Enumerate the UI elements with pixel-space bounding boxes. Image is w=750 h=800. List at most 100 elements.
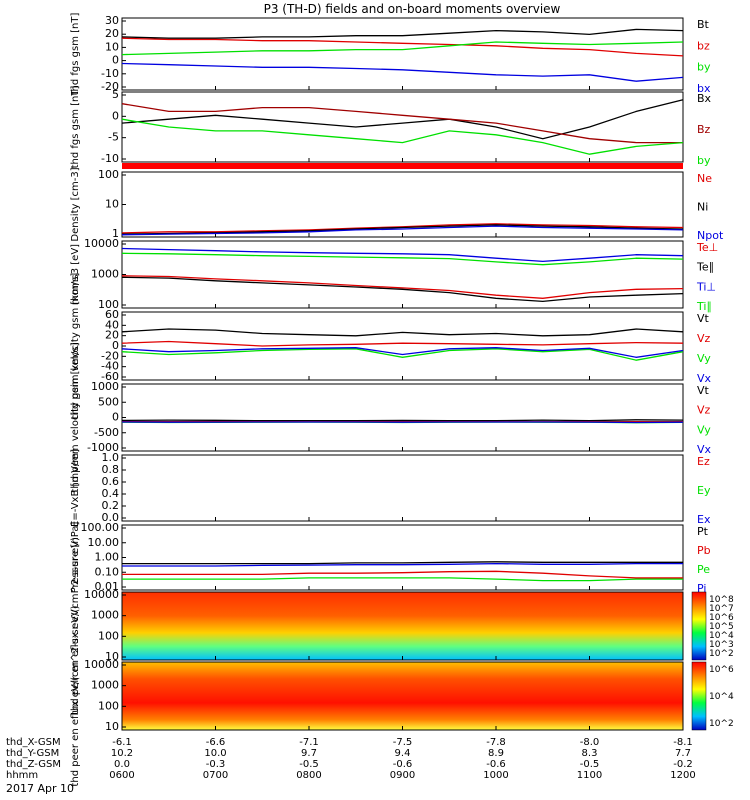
axis-row-value: 0.0 bbox=[114, 759, 130, 770]
legend-entry: Vx bbox=[697, 372, 712, 385]
series-line-Ne bbox=[121, 223, 684, 234]
series-line-by bbox=[121, 118, 684, 155]
y-tick-label: 0 bbox=[112, 109, 119, 122]
axis-row-value: 10.0 bbox=[204, 748, 226, 759]
y-axis-label: moms3 [eV] bbox=[70, 244, 81, 305]
series-line-Vz bbox=[121, 340, 684, 347]
legend-entry: Vz bbox=[697, 404, 711, 417]
axis-row-value: 0800 bbox=[296, 770, 321, 781]
axis-row-value: -6.1 bbox=[112, 737, 132, 748]
legend-entry: Vz bbox=[697, 332, 711, 345]
axis-row-value: -0.3 bbox=[206, 759, 226, 770]
y-tick-label: 10 bbox=[105, 40, 119, 53]
legend-entry: bx bbox=[697, 82, 711, 95]
colorbar-tick-label: 10^2 bbox=[709, 719, 734, 729]
axis-row-value: 1200 bbox=[670, 770, 695, 781]
spectrogram bbox=[122, 662, 683, 730]
colorbar bbox=[691, 591, 707, 661]
series-line-Pi bbox=[122, 562, 683, 567]
axis-row-value: -8.0 bbox=[580, 737, 600, 748]
legend-entry: by bbox=[697, 61, 711, 74]
time-axis-block: thd_X-GSM -6.1 -6.6 -7.1 -7.5 -7.8 -8.0 -8.1 thd… bbox=[6, 737, 696, 781]
panel-frame bbox=[121, 311, 684, 381]
axis-row-value: 1100 bbox=[577, 770, 602, 781]
y-tick-label: 1000 bbox=[91, 380, 119, 393]
y-tick-label: 10000 bbox=[84, 588, 119, 601]
axis-row-value: 8.9 bbox=[488, 748, 504, 759]
y-tick-label: 100 bbox=[98, 629, 119, 642]
y-tick-label: 20 bbox=[105, 27, 119, 40]
series-line-by bbox=[121, 41, 684, 56]
series-line-bx bbox=[121, 62, 684, 82]
y-tick-label: 1000 bbox=[91, 609, 119, 622]
series-line-Ti∥ bbox=[121, 252, 684, 266]
series-line-Bt bbox=[121, 28, 684, 39]
y-tick-label: 60 bbox=[105, 308, 119, 321]
panel-frame bbox=[121, 17, 684, 91]
y-tick-label: 40 bbox=[105, 318, 119, 331]
legend-entry: Vt bbox=[697, 312, 710, 325]
legend-entry: Te⊥ bbox=[696, 241, 718, 254]
legend-entry: Vt bbox=[697, 384, 710, 397]
series-line-Vx bbox=[121, 347, 684, 358]
date-label: 2017 Apr 10 bbox=[6, 782, 74, 795]
legend-entry: Te∥ bbox=[696, 261, 714, 274]
legend-entry: Ti⊥ bbox=[696, 280, 716, 293]
axis-row-value: -0.6 bbox=[486, 759, 506, 770]
y-tick-label: 1000 bbox=[91, 679, 119, 692]
y-axis-label: E=-VxB [mV/m] bbox=[70, 449, 81, 527]
series-line-Vt bbox=[121, 328, 684, 337]
legend-entry: Ni bbox=[697, 201, 708, 214]
y-tick-label: 10000 bbox=[84, 658, 119, 671]
y-tick-label: -20 bbox=[101, 80, 119, 93]
legend-entry: Ne bbox=[697, 172, 712, 185]
legend-entry: Pt bbox=[697, 525, 709, 538]
y-tick-label: -60 bbox=[101, 370, 119, 383]
panel-4: 10000 1000 100 moms3 [eV] Te⊥ Te∥ Ti⊥ Ti∥ bbox=[70, 237, 718, 313]
legend-entry: Vy bbox=[697, 352, 711, 365]
panel-7: 1.00.80.60.40.20.0 E=-VxB [mV/m] Ez Ey Ex bbox=[70, 449, 711, 527]
axis-row-value: 10.2 bbox=[111, 748, 133, 759]
y-tick-label: 500 bbox=[98, 395, 119, 408]
legend-entry: Bx bbox=[697, 92, 712, 105]
axis-row-value: -0.5 bbox=[580, 759, 600, 770]
colorbar-tick-label: 10^3 bbox=[709, 640, 734, 650]
panel-10: 10^6 10^4 10^2 10000 1000 100 10 thd peer en ef… bbox=[70, 605, 734, 786]
legend-entry: Bt bbox=[697, 18, 710, 31]
series-line-Ti⊥ bbox=[121, 247, 684, 263]
legend-entry: Ez bbox=[697, 455, 710, 468]
flag-bar bbox=[122, 163, 683, 169]
y-tick-label: 1.0 bbox=[102, 451, 120, 464]
y-axis-label: thd peim velocity gsm [km/s] bbox=[70, 273, 81, 420]
y-tick-label: -40 bbox=[101, 360, 119, 373]
axis-row-value: 9.7 bbox=[301, 748, 317, 759]
y-tick-label: -10 bbox=[101, 67, 119, 80]
y-tick-label: 20 bbox=[105, 329, 119, 342]
axis-row-label: thd_X-GSM bbox=[6, 737, 61, 748]
legend-entry: Pi bbox=[697, 582, 706, 595]
axis-row-value: 0600 bbox=[109, 770, 134, 781]
colorbar-tick-label: 10^5 bbox=[709, 622, 734, 632]
colorbar-tick-label: 10^2 bbox=[709, 649, 734, 659]
y-tick-label: -10 bbox=[101, 152, 119, 165]
y-tick-label: 0.2 bbox=[102, 499, 120, 512]
axis-row-label: thd_Z-GSM bbox=[6, 759, 61, 770]
series-line-Npot bbox=[121, 225, 684, 236]
y-tick-label: -500 bbox=[94, 426, 119, 439]
legend-entry: Ey bbox=[697, 484, 711, 497]
y-axis-label: Density [cm-3] bbox=[70, 167, 81, 241]
colorbar bbox=[691, 661, 707, 731]
panel-frame bbox=[121, 383, 684, 452]
colorbar-tick-label: 10^6 bbox=[709, 613, 734, 623]
y-tick-label: 0.10 bbox=[95, 565, 120, 578]
y-axis-label: thd peer en eflux eV/(cm^2-s-sr-eV) bbox=[70, 605, 81, 786]
series-line-Vx bbox=[121, 421, 684, 424]
y-tick-label: 1 bbox=[112, 227, 119, 240]
series-line-Vy bbox=[121, 348, 684, 361]
y-tick-label: 0.6 bbox=[102, 475, 120, 488]
series-line-Pb bbox=[122, 570, 683, 579]
axis-row-label: thd_Y-GSM bbox=[6, 748, 59, 759]
y-tick-label: 1000 bbox=[91, 268, 119, 281]
